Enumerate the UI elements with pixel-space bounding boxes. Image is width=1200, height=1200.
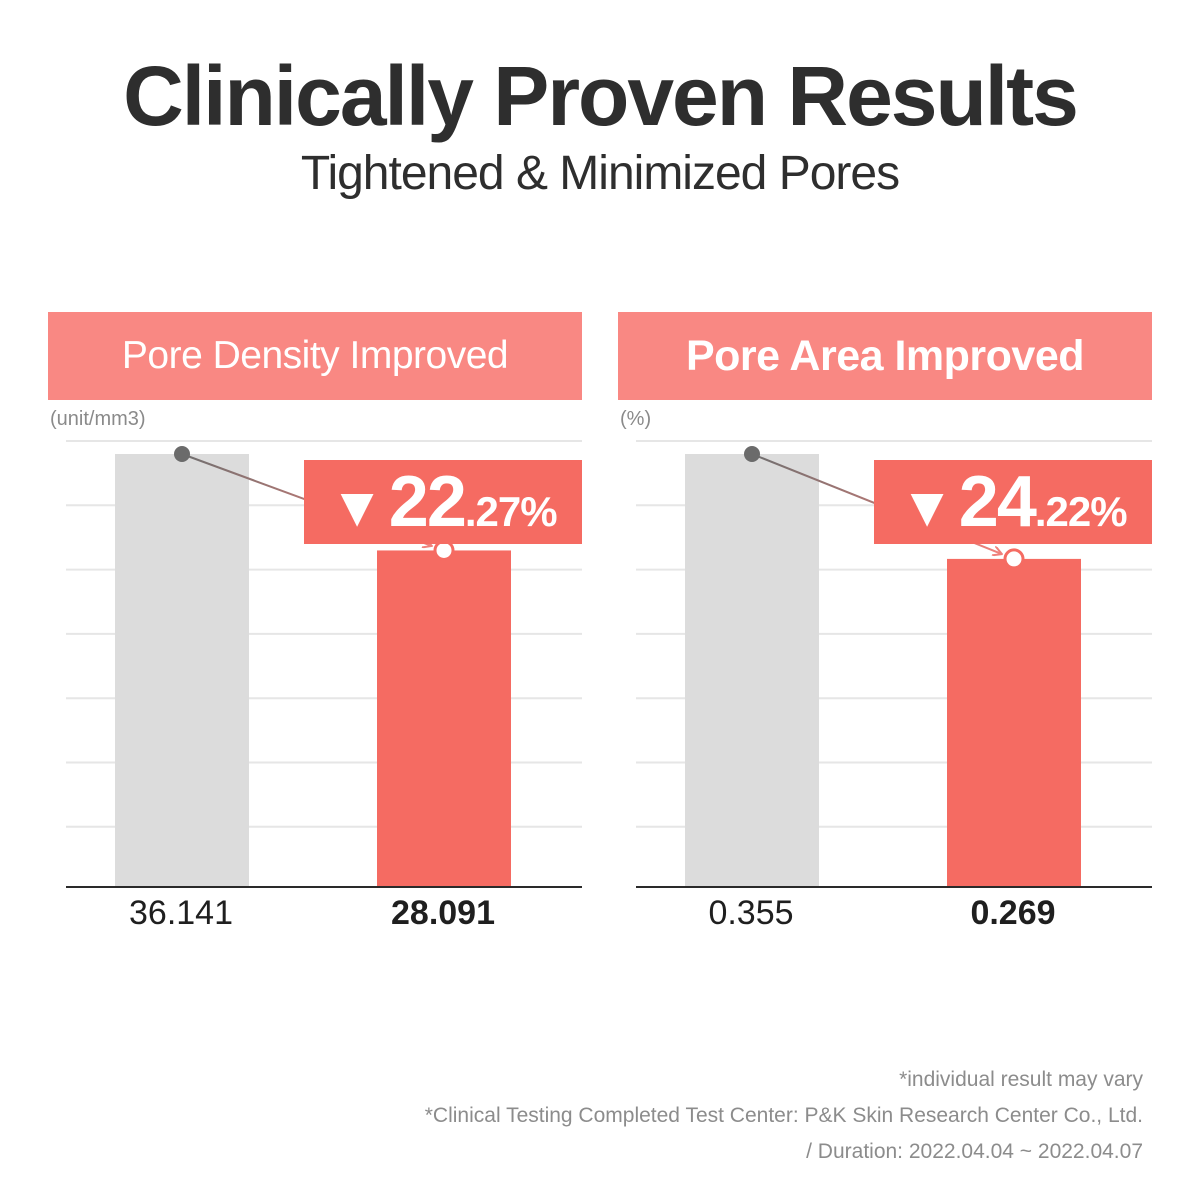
- change-badge: ▼ 24 .22%: [874, 460, 1152, 544]
- after-value-label: 28.091: [391, 894, 495, 932]
- before-point: [744, 446, 760, 462]
- footnote-duration: / Duration: 2022.04.04 ~ 2022.04.07: [806, 1140, 1143, 1163]
- change-fraction: .22%: [1034, 488, 1128, 535]
- after-point: [433, 539, 455, 561]
- before-point: [174, 446, 190, 462]
- pore-area-panel: Pore Area Improved (%) ▼ 24 .22% 0.355 0…: [618, 312, 1152, 952]
- footnote-variance: *individual result may vary: [899, 1068, 1143, 1091]
- change-whole: 22: [388, 462, 467, 542]
- page-title: Clinically Proven Results: [123, 49, 1079, 143]
- chart-title-banner: Pore Density Improved: [48, 312, 582, 400]
- y-axis-unit: (%): [620, 408, 652, 430]
- after-bar: [947, 558, 1081, 887]
- pore-density-chart: [66, 440, 582, 888]
- change-whole: 24: [958, 462, 1037, 542]
- down-triangle-icon: ▼: [899, 475, 955, 538]
- before-value-label: 0.355: [708, 894, 794, 932]
- after-point: [1003, 548, 1025, 570]
- after-value-label: 0.269: [970, 894, 1056, 932]
- pore-density-panel: Pore Density Improved (unit/mm3) ▼ 22 .2…: [48, 312, 582, 952]
- chart-title-banner: Pore Area Improved: [618, 312, 1152, 400]
- before-bar: [685, 454, 819, 887]
- footnote-test-center: *Clinical Testing Completed Test Center:…: [424, 1104, 1143, 1127]
- down-triangle-icon: ▼: [329, 475, 385, 538]
- pore-area-chart: [636, 440, 1152, 888]
- before-bar: [115, 454, 249, 887]
- change-fraction: .27%: [464, 488, 558, 535]
- after-bar: [377, 550, 511, 887]
- y-axis-unit: (unit/mm3): [50, 408, 146, 430]
- page-subtitle: Tightened & Minimized Pores: [300, 147, 900, 200]
- before-value-label: 36.141: [129, 894, 233, 932]
- change-badge: ▼ 22 .27%: [304, 460, 582, 544]
